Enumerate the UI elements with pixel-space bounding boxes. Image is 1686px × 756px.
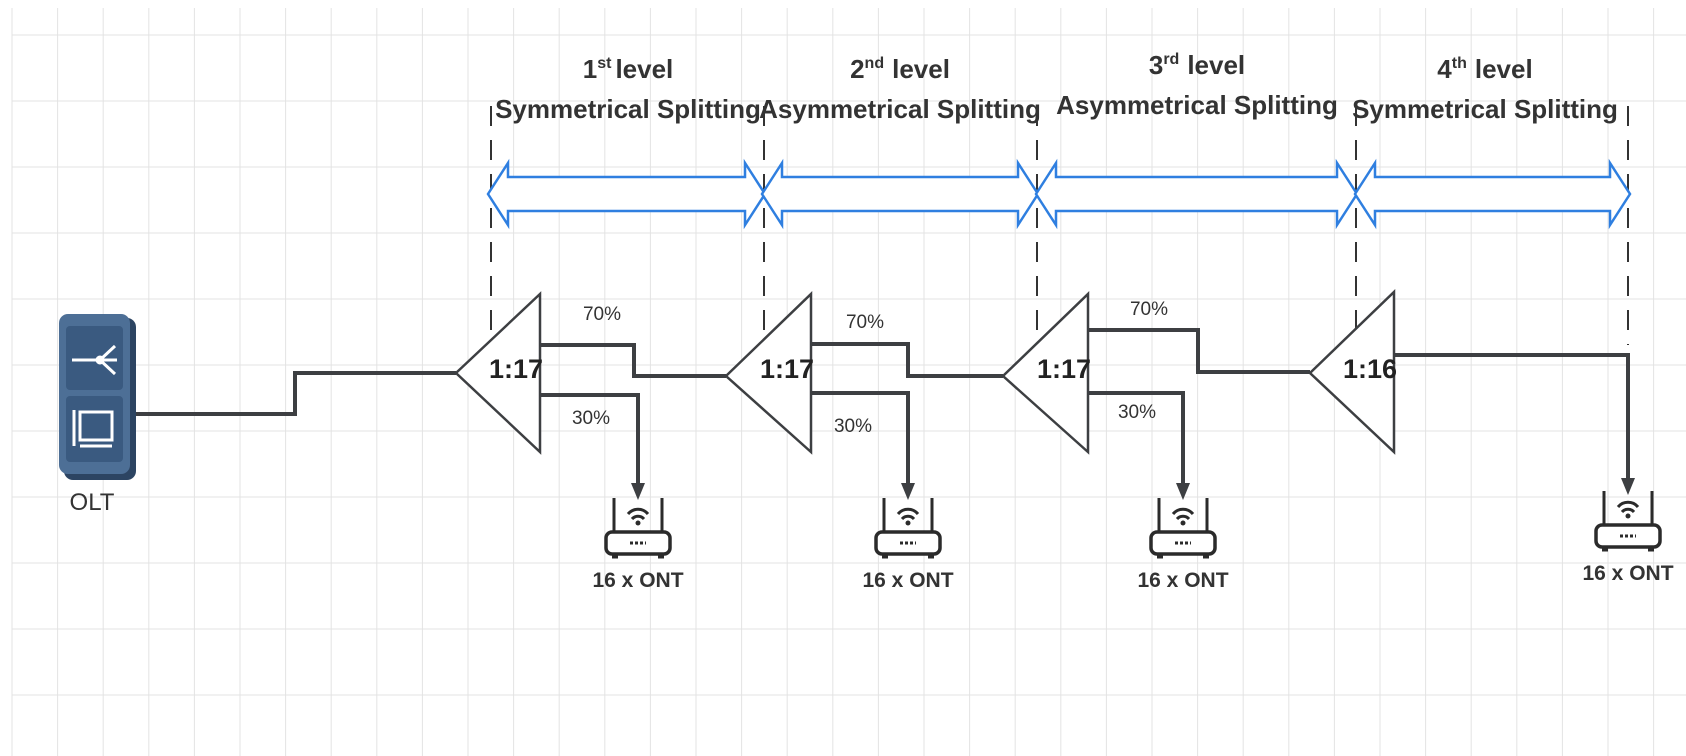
router-icon — [1594, 491, 1662, 552]
splitter-4: 1:16 — [1308, 289, 1397, 455]
arrowhead-ont-1 — [631, 483, 645, 500]
splitter-2-upper-pct: 70% — [846, 312, 884, 333]
level-header-1: 1st level Symmetrical Splitting — [495, 54, 761, 124]
ont-3-label: 16 x ONT — [1137, 569, 1228, 592]
span-arrow-1 — [486, 158, 767, 230]
arrowhead-ont-2 — [901, 483, 915, 500]
span-arrow-3 — [1034, 158, 1359, 230]
ont-1-label: 16 x ONT — [592, 569, 683, 592]
router-icon — [1149, 498, 1217, 559]
splitter-4-shape — [1308, 289, 1396, 455]
splitter-1-lower-pct: 30% — [572, 408, 610, 429]
level-title-1: 1st level — [583, 54, 674, 84]
splitter-1-ratio: 1:17 — [489, 354, 543, 384]
splitter-3-shape — [1001, 291, 1090, 455]
splitter-3: 1:17 70% 30% — [1001, 291, 1168, 455]
ont-device-1: 16 x ONT — [592, 498, 684, 592]
level-span-arrows — [486, 158, 1632, 230]
ont-arrowheads — [631, 478, 1635, 500]
level-header-3: 3rd level Asymmetrical Splitting — [1056, 50, 1338, 120]
span-arrow-2 — [760, 158, 1040, 230]
splitter-3-ratio: 1:17 — [1037, 354, 1091, 384]
fiber-splitter-1-70pct — [540, 343, 726, 378]
arrowhead-ont-3 — [1176, 483, 1190, 500]
splitter-2: 1:17 70% 30% — [724, 291, 884, 455]
level-title-2: 2nd level — [850, 54, 950, 84]
fiber-links — [135, 328, 1630, 485]
router-icon — [874, 498, 942, 559]
ont-2-label: 16 x ONT — [862, 569, 953, 592]
fiber-splitter-4-output — [1394, 353, 1630, 480]
olt-splitter-icon — [72, 344, 117, 376]
level-type-3: Asymmetrical Splitting — [1056, 90, 1338, 120]
router-icon — [604, 498, 672, 559]
splitter-3-lower-pct: 30% — [1118, 402, 1156, 423]
splitter-3-upper-pct: 70% — [1130, 299, 1168, 320]
olt-label: OLT — [70, 489, 115, 516]
splitter-1-upper-pct: 70% — [583, 304, 621, 325]
level-title-4: 4th level — [1437, 54, 1532, 84]
splitter-2-ratio: 1:17 — [760, 354, 814, 384]
splitter-2-shape — [724, 291, 813, 455]
ont-device-4: 16 x ONT — [1582, 491, 1674, 585]
level-boundaries — [490, 106, 1629, 345]
olt-device: OLT — [59, 314, 136, 516]
level-type-4: Symmetrical Splitting — [1352, 94, 1618, 124]
splitter-2-lower-pct: 30% — [834, 416, 872, 437]
ont-device-3: 16 x ONT — [1137, 498, 1229, 592]
ont-4-label: 16 x ONT — [1582, 562, 1673, 585]
span-arrow-4 — [1353, 158, 1632, 230]
fiber-splitter-3-70pct — [1088, 328, 1310, 374]
olt-server-icon — [72, 410, 114, 448]
fiber-splitter-3-30pct — [1088, 391, 1185, 485]
splitter-4-ratio: 1:16 — [1343, 354, 1397, 384]
level-type-2: Asymmetrical Splitting — [759, 94, 1041, 124]
level-title-3: 3rd level — [1149, 50, 1245, 80]
level-header-4: 4th level Symmetrical Splitting — [1352, 54, 1618, 124]
level-type-1: Symmetrical Splitting — [495, 94, 761, 124]
splitter-1: 1:17 70% 30% — [454, 291, 621, 455]
splitter-1-shape — [454, 291, 542, 455]
ont-device-2: 16 x ONT — [862, 498, 954, 592]
fiber-olt-to-splitter-1 — [135, 371, 456, 416]
fiber-splitter-1-30pct — [540, 393, 640, 485]
arrowhead-ont-4 — [1621, 478, 1635, 495]
level-header-2: 2nd level Asymmetrical Splitting — [759, 54, 1041, 124]
olt-top-panel — [66, 326, 123, 390]
background-grid — [11, 8, 1686, 756]
fiber-splitter-2-30pct — [811, 391, 910, 485]
fiber-splitter-2-70pct — [811, 342, 1003, 378]
